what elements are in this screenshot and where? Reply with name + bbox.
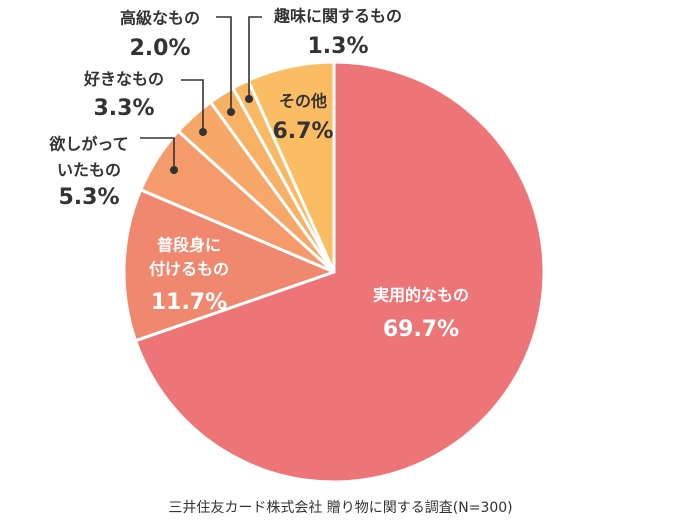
- slice-category-label: 付けるもの: [149, 260, 229, 279]
- chart-source-note: 三井住友カード株式会社 贈り物に関する調査(N=300): [168, 500, 513, 516]
- slice-category-label: 趣味に関するもの: [273, 7, 402, 26]
- slice-category-label: いたもの: [57, 161, 121, 180]
- leader-dot: [199, 128, 207, 136]
- slice-value-label: 2.0%: [129, 36, 190, 61]
- slice-category-label: 高級なもの: [120, 9, 200, 28]
- leader-dot: [245, 95, 253, 103]
- pie-slice: [134, 60, 546, 484]
- slice-category-label: 欲しがって: [48, 135, 128, 154]
- slice-value-label: 5.3%: [58, 185, 119, 210]
- slice-value-label: 11.7%: [151, 290, 227, 315]
- slice-value-label: 1.3%: [307, 34, 368, 59]
- slice-category-label: 好きなもの: [83, 70, 164, 89]
- slice-category-label: その他: [279, 92, 327, 111]
- slice-category-label: 普段身に: [157, 236, 221, 255]
- slice-value-label: 6.7%: [272, 119, 333, 144]
- slice-value-label: 69.7%: [383, 317, 459, 342]
- pie-slice: [122, 188, 336, 343]
- slices-group: [122, 60, 546, 484]
- leader-dot: [227, 108, 235, 116]
- leader-line: [248, 16, 262, 99]
- leader-line: [140, 137, 175, 170]
- slice-value-label: 3.3%: [93, 96, 154, 121]
- leader-lines-group: [140, 16, 262, 174]
- slice-category-label: 実用的なもの: [373, 286, 469, 305]
- leader-line: [216, 16, 232, 112]
- leader-dot: [170, 166, 178, 174]
- leader-line: [181, 79, 204, 132]
